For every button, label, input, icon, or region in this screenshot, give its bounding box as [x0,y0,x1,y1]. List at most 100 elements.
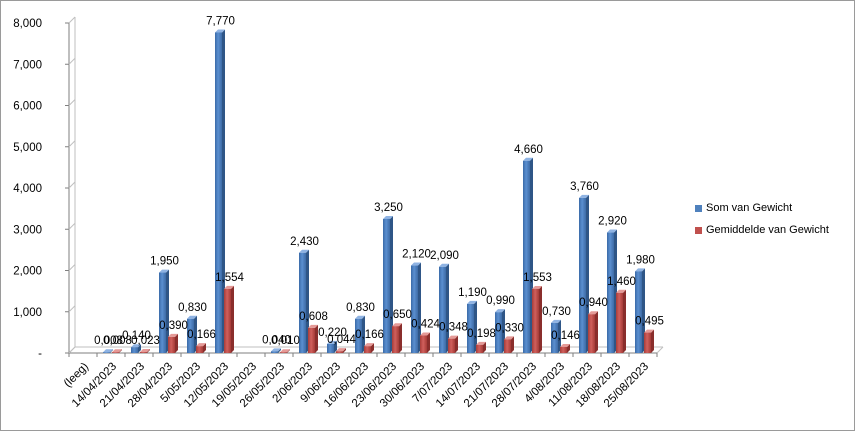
y-tick-depth [69,141,75,147]
data-labels: 0,008 0,1401,9500,8307,7700,0402,4300,220… [94,15,664,347]
data-label: 1,950 [150,256,179,268]
data-label: 0,198 [467,328,496,340]
bar-gemiddelde [336,351,343,353]
bar-side [651,330,654,353]
bar-som [579,198,586,353]
data-label: 0,008 [103,335,132,347]
bar-gemiddelde [532,289,539,353]
bar-gemiddelde [280,352,287,353]
y-tick-label: 5,000 [13,142,42,154]
y-tick-label: 3,000 [13,224,42,236]
bar-gemiddelde [644,333,651,353]
bar-side [175,334,178,353]
bar-gemiddelde [112,352,119,353]
data-label: 0,608 [299,311,328,323]
data-label: 2,920 [598,216,627,228]
bar-top [103,349,113,352]
bar-gemiddelde [224,289,231,353]
x-tick-labels: (leeg)14/04/202321/04/202328/04/20235/05… [62,361,651,410]
y-tick-depth [69,58,75,64]
y-tick-depth [69,100,75,106]
data-label: 0,023 [131,335,160,347]
data-label: 1,554 [215,272,244,284]
y-tick-depth [69,265,75,271]
bar-gemiddelde [140,352,147,353]
bar-top [112,349,122,352]
data-label: 0,940 [579,297,608,309]
bar-gemiddelde [308,328,315,353]
bar-som [607,233,614,353]
y-tick-label: 2,000 [13,266,42,278]
bar-gemiddelde [588,314,595,353]
bar-som [131,347,138,353]
bar-som [411,266,418,353]
bar-gemiddelde [504,339,511,353]
legend-swatch-gemiddelde [695,227,702,234]
y-tick-depth [69,223,75,229]
data-label: 0,390 [159,320,188,332]
legend-item-som: Som van Gewicht [695,197,829,219]
data-label: 4,660 [514,144,543,156]
data-label: 1,460 [607,276,636,288]
y-tick-label: - [38,348,42,360]
legend-item-gemiddelde: Gemiddelde van Gewicht [695,219,829,241]
legend-label-som: Som van Gewicht [706,202,792,214]
data-label: 0,330 [495,322,524,334]
bar-top [140,349,150,352]
bar-side [539,286,542,353]
legend-label-gemiddelde: Gemiddelde van Gewicht [706,224,829,236]
y-tick-label: 7,000 [13,59,42,71]
data-label: 1,980 [626,254,655,266]
data-label: 1,190 [458,287,487,299]
bar-gemiddelde [448,339,455,353]
bar-som [383,219,390,353]
data-label: 0,650 [383,309,412,321]
bar-som [271,351,278,353]
legend-swatch-som [695,205,702,212]
bar-side [399,323,402,353]
data-label: 0,010 [271,335,300,347]
bar-som [299,253,306,353]
legend: Som van Gewicht Gemiddelde van Gewicht [695,197,829,241]
data-label: 0,830 [346,302,375,314]
data-label: 2,090 [430,250,459,262]
data-label: 0,424 [411,319,440,331]
data-label: 0,044 [327,334,356,346]
data-label: 0,495 [635,316,664,328]
bar-gemiddelde [560,347,567,353]
data-label: 0,730 [542,306,571,318]
data-label: 0,830 [178,302,207,314]
data-label: 0,166 [355,329,384,341]
bar-gemiddelde [168,337,175,353]
bar-som [215,32,222,353]
data-label: 1,553 [523,272,552,284]
bar-top [280,349,290,352]
data-label: 2,430 [290,236,319,248]
floor-edge-right [657,347,663,353]
y-tick-depth [69,17,75,23]
bar-side [623,290,626,353]
y-tick-label: 6,000 [13,101,42,113]
data-label: 0,990 [486,295,515,307]
data-label: 2,120 [402,249,431,261]
y-tick-depth [69,306,75,312]
y-tick-depth [69,347,75,353]
bar-gemiddelde [476,345,483,353]
bar-som [103,352,110,353]
bar-side [231,286,234,353]
data-label: 3,250 [374,202,403,214]
bar-som [635,271,642,353]
data-label: 0,166 [187,329,216,341]
bar-gemiddelde [364,346,371,353]
bar-som [439,267,446,353]
y-tick-label: 4,000 [13,183,42,195]
data-label: 3,760 [570,181,599,193]
data-label: 7,770 [206,15,235,27]
data-label: 0,146 [551,330,580,342]
y-tick-label: 1,000 [13,307,42,319]
data-label: 0,348 [439,322,468,334]
bar-gemiddelde [392,326,399,353]
bar-side [455,336,458,353]
bar-side [595,311,598,353]
